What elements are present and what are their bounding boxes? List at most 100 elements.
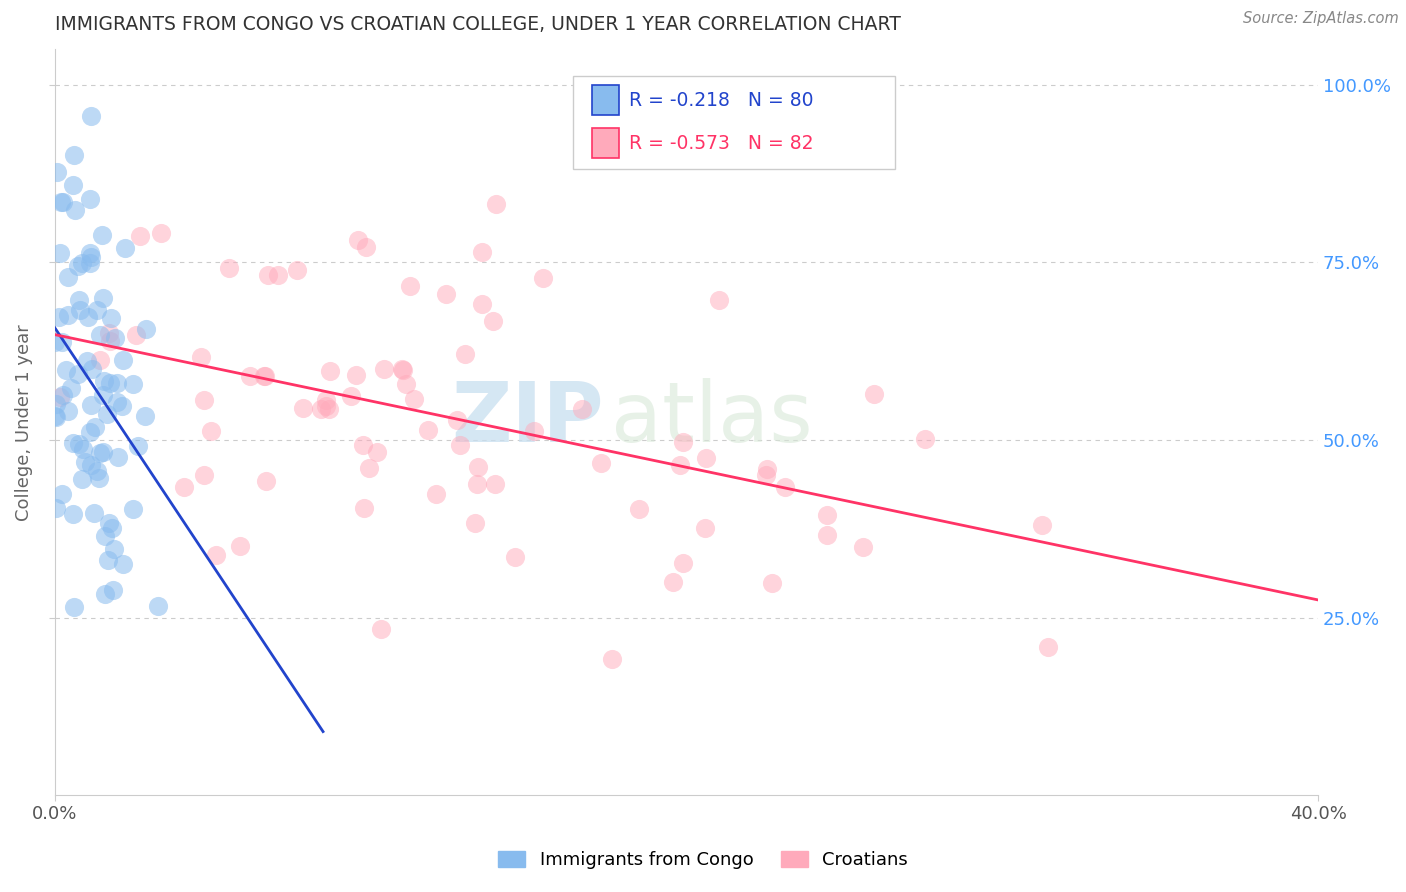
Point: [46, 165, 69, 179]
Point: [471, 296, 494, 310]
Point: [72, 472, 94, 486]
Point: [101, 582, 124, 597]
Point: [353, 500, 375, 515]
Point: [69, 302, 91, 317]
Point: [89, 327, 111, 342]
FancyBboxPatch shape: [592, 128, 620, 158]
Point: [91, 387, 114, 401]
Point: [87, 471, 110, 485]
Point: [72, 442, 94, 456]
Point: [58, 308, 80, 322]
Point: [200, 425, 222, 439]
FancyBboxPatch shape: [592, 86, 620, 115]
Point: [127, 439, 149, 453]
Point: [309, 401, 332, 416]
Point: [253, 369, 276, 384]
Point: [83, 506, 105, 520]
Point: [344, 368, 367, 383]
Point: [668, 458, 690, 473]
Point: [755, 467, 778, 482]
Text: IMMIGRANTS FROM CONGO VS CROATIAN COLLEGE, UNDER 1 YEAR CORRELATION CHART: IMMIGRANTS FROM CONGO VS CROATIAN COLLEG…: [55, 15, 900, 34]
Point: [62, 507, 84, 521]
Point: [76, 310, 98, 324]
Point: [82, 361, 104, 376]
Point: [204, 548, 226, 562]
Point: [91, 444, 114, 458]
Point: [51, 487, 73, 501]
Point: [45, 397, 67, 411]
Point: [112, 353, 135, 368]
Point: [193, 392, 215, 407]
FancyBboxPatch shape: [572, 76, 894, 169]
Point: [125, 327, 148, 342]
Point: [285, 263, 308, 277]
Point: [229, 539, 252, 553]
Point: [49, 390, 72, 404]
Point: [80, 398, 103, 412]
Point: [98, 376, 121, 390]
Point: [523, 424, 546, 438]
Point: [591, 456, 613, 470]
Point: [90, 228, 112, 243]
Text: ZIP: ZIP: [451, 378, 605, 459]
Point: [67, 436, 90, 450]
Point: [425, 487, 447, 501]
Point: [253, 368, 276, 383]
Point: [101, 521, 124, 535]
Point: [111, 400, 134, 414]
Point: [239, 368, 262, 383]
Point: [52, 194, 75, 209]
Point: [111, 557, 134, 571]
Point: [60, 381, 83, 395]
Point: [66, 259, 89, 273]
Y-axis label: College, Under 1 year: College, Under 1 year: [15, 324, 32, 521]
Point: [75, 455, 97, 469]
Point: [146, 599, 169, 613]
Point: [150, 226, 173, 240]
Point: [107, 450, 129, 464]
Point: [76, 354, 98, 368]
Point: [817, 527, 839, 541]
Point: [45, 409, 67, 424]
Point: [105, 394, 128, 409]
Point: [100, 311, 122, 326]
Point: [531, 271, 554, 285]
Point: [80, 458, 103, 473]
Point: [914, 432, 936, 446]
Point: [80, 109, 103, 123]
Point: [97, 553, 120, 567]
Point: [70, 256, 93, 270]
Point: [434, 286, 457, 301]
Point: [56, 404, 79, 418]
Point: [402, 392, 425, 406]
Point: [485, 197, 508, 211]
Point: [471, 245, 494, 260]
Point: [571, 402, 593, 417]
Point: [484, 477, 506, 491]
Point: [449, 438, 471, 452]
Point: [122, 376, 145, 391]
Point: [62, 178, 84, 192]
Point: [91, 291, 114, 305]
Point: [392, 363, 415, 377]
Point: [1031, 517, 1053, 532]
Point: [52, 388, 75, 402]
Point: [672, 434, 695, 449]
Point: [190, 350, 212, 364]
Point: [86, 303, 108, 318]
Point: [600, 652, 623, 666]
Point: [354, 240, 377, 254]
Point: [852, 540, 875, 554]
Point: [79, 425, 101, 439]
Point: [482, 314, 505, 328]
Text: atlas: atlas: [610, 378, 813, 459]
Point: [695, 521, 717, 535]
Point: [93, 374, 115, 388]
Point: [49, 195, 72, 210]
Point: [863, 387, 886, 401]
Point: [315, 400, 337, 414]
Point: [134, 409, 156, 424]
Point: [446, 413, 468, 427]
Point: [128, 229, 150, 244]
Point: [86, 464, 108, 478]
